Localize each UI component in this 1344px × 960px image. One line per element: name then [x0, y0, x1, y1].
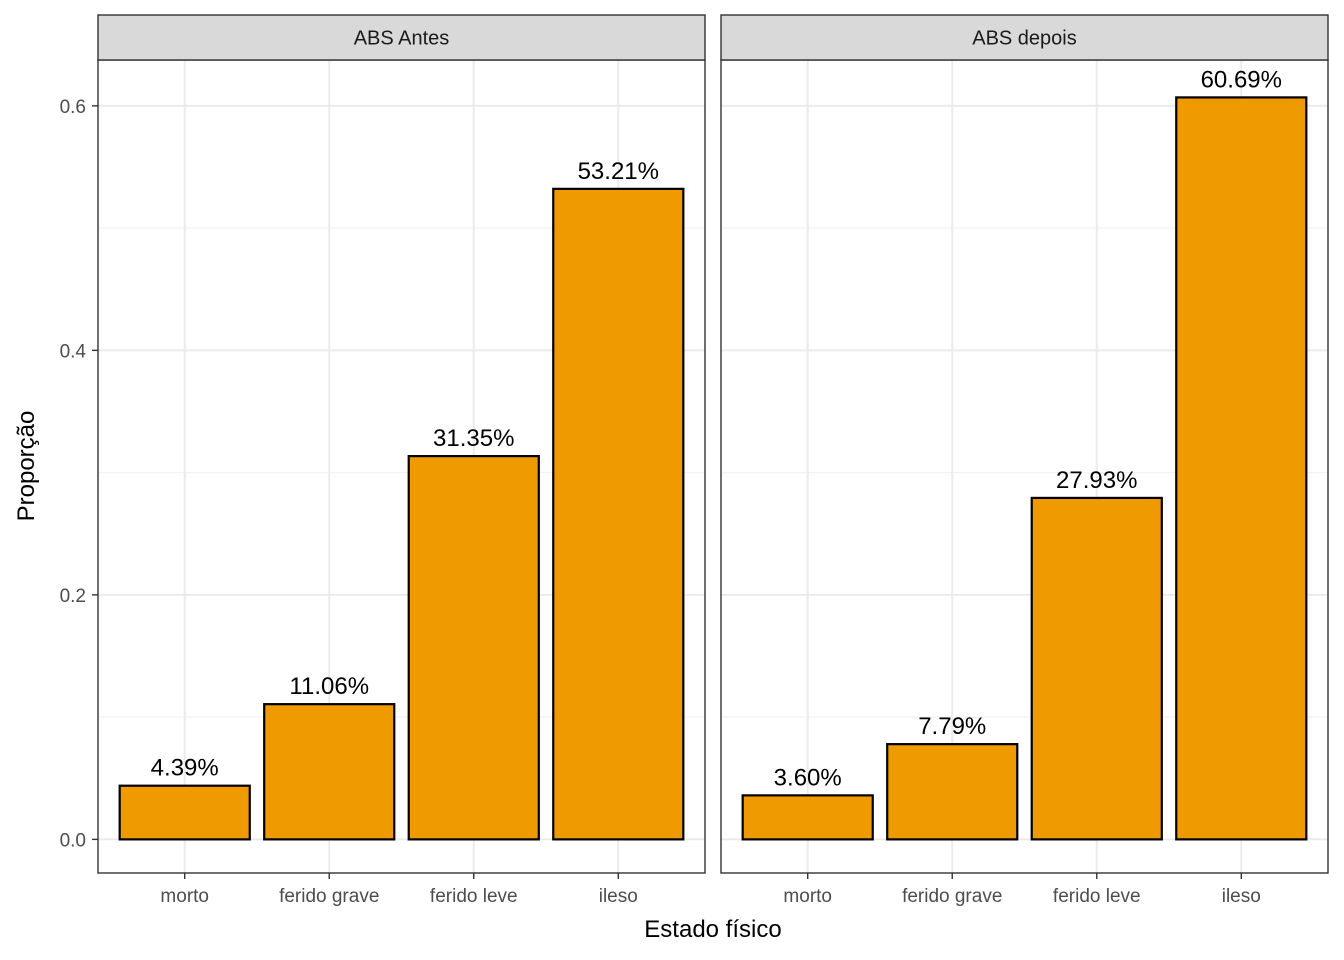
bar [118, 784, 251, 841]
data-label: 53.21% [578, 158, 659, 185]
bar [552, 187, 685, 841]
facet-strip [720, 14, 1329, 61]
data-label: 3.60% [774, 764, 842, 791]
facet-strip-label: ABS Antes [354, 28, 450, 50]
y-axis: 0.0 0.2 0.4 0.6 [60, 97, 98, 851]
data-label: 7.79% [918, 713, 986, 740]
bar [886, 743, 1019, 841]
x-tick-label: morto [160, 886, 209, 907]
y-tick-label: 0.2 [60, 586, 86, 607]
x-axis-title: Estado físico [644, 916, 781, 943]
facet-panel: 3.60% 7.79% 27.93% 60.69% ABS depois morto fer… [720, 14, 1329, 907]
x-tick-label: morto [783, 886, 832, 907]
facet-panel: 4.39% 11.06% 31.35% 53.21% ABS Antes morto fer… [97, 14, 706, 907]
x-tick-label: ileso [599, 886, 638, 907]
x-tick-label: ferido leve [430, 886, 518, 907]
x-tick-label: ferido leve [1053, 886, 1141, 907]
data-label: 31.35% [433, 425, 514, 452]
data-label: 60.69% [1201, 66, 1282, 93]
bar [741, 794, 874, 841]
bar [263, 703, 396, 841]
data-label: 11.06% [289, 673, 369, 700]
y-tick-label: 0.0 [60, 830, 86, 851]
facet-strip-label: ABS depois [972, 28, 1077, 50]
bar [407, 455, 540, 841]
data-label: 4.39% [151, 755, 219, 782]
panels-layer: 4.39% 11.06% 31.35% 53.21% ABS Antes morto fer… [97, 14, 1329, 907]
bar [1030, 496, 1163, 841]
data-label: 27.93% [1056, 467, 1137, 494]
x-tick-label: ileso [1222, 886, 1261, 907]
x-tick-label: ferido grave [902, 886, 1002, 907]
facet-strip [97, 14, 706, 61]
y-axis-title: Proporção [13, 411, 40, 522]
bar [1175, 96, 1308, 841]
x-tick-label: ferido grave [279, 886, 379, 907]
y-tick-label: 0.6 [60, 97, 86, 118]
y-tick-label: 0.4 [60, 341, 87, 362]
